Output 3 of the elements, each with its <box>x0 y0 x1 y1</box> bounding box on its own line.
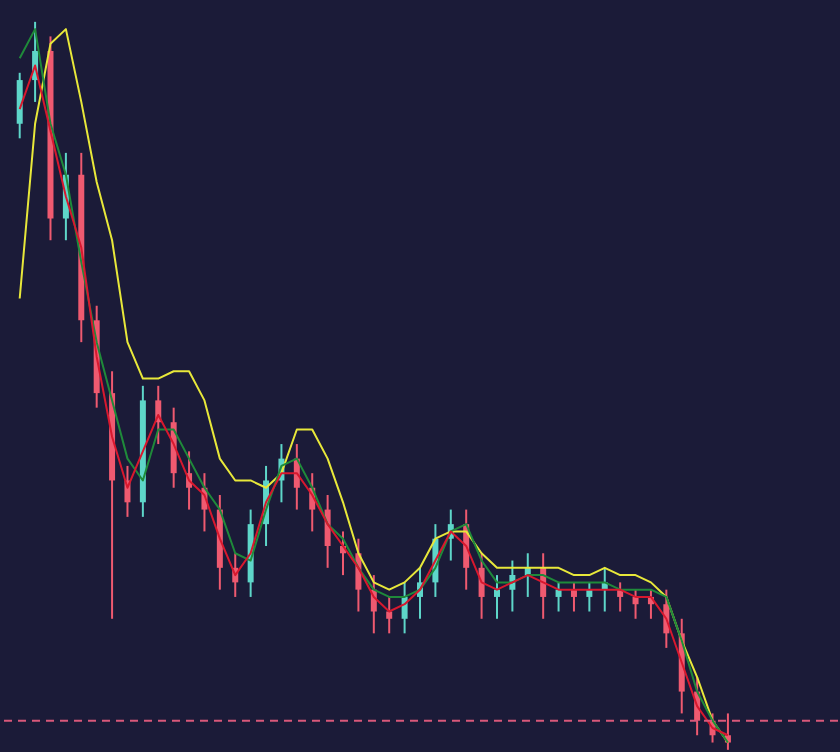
candlestick <box>16 71 23 140</box>
candlestick <box>386 595 393 635</box>
candlestick <box>493 574 500 620</box>
